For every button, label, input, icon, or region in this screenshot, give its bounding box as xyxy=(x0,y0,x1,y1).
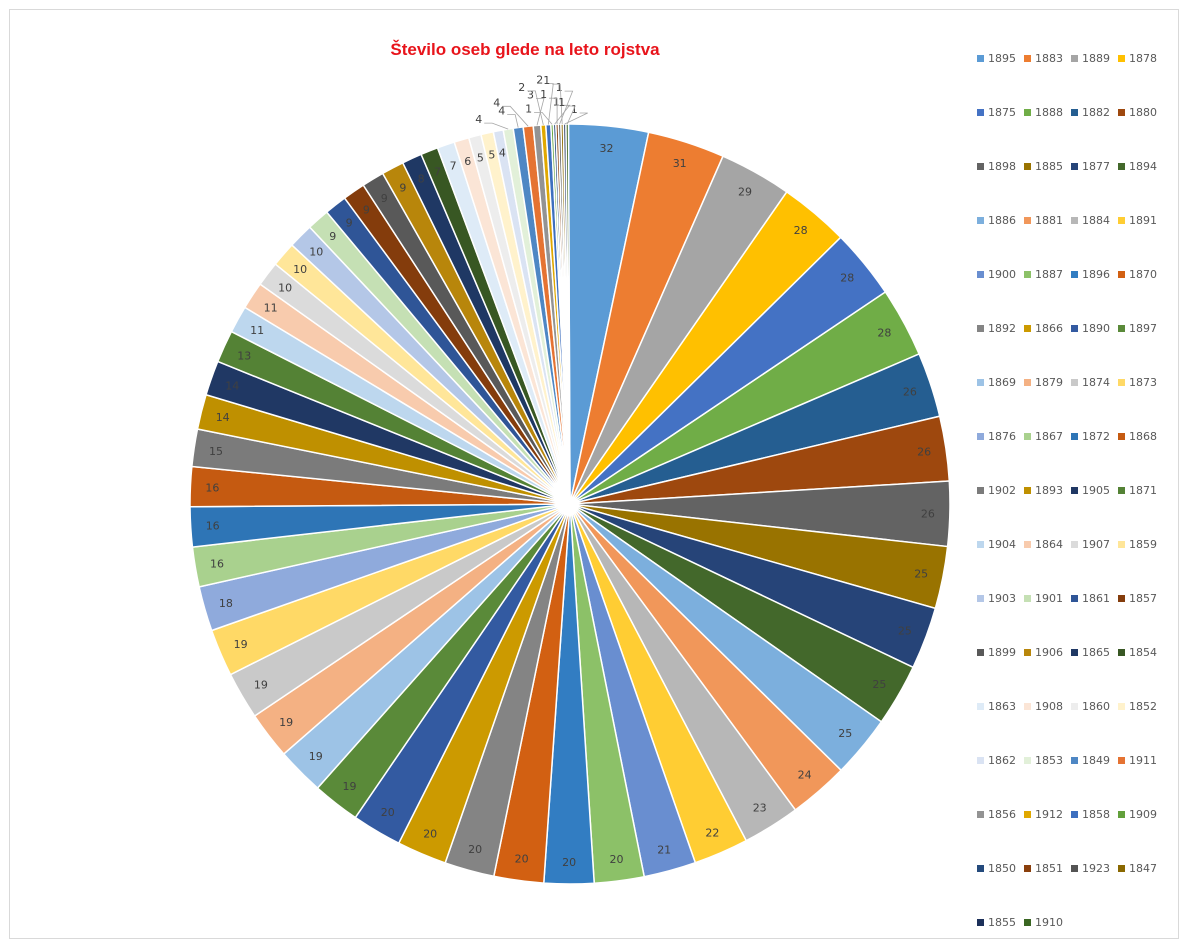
data-label-1875: 28 xyxy=(840,272,854,285)
data-label-1872: 16 xyxy=(206,520,220,533)
data-label-1908: 6 xyxy=(464,155,471,168)
data-label-1887: 20 xyxy=(610,853,624,866)
data-label-1857: 9 xyxy=(363,204,370,217)
data-label-1849: 4 xyxy=(498,105,505,118)
leader-line-1858 xyxy=(545,83,554,125)
data-label-1893: 14 xyxy=(216,411,230,424)
data-label-1882: 26 xyxy=(903,386,917,399)
data-label-1898: 26 xyxy=(921,507,935,520)
leader-line-1911 xyxy=(502,105,529,127)
data-label-1910: 1 xyxy=(558,96,565,109)
data-label-1856: 3 xyxy=(527,88,534,101)
data-label-1879: 19 xyxy=(279,716,293,729)
data-label-1863: 7 xyxy=(450,160,457,173)
data-label-1895: 32 xyxy=(600,142,614,155)
data-label-1881: 24 xyxy=(798,768,812,781)
data-label-1911: 4 xyxy=(493,96,500,109)
data-label-1880: 26 xyxy=(917,446,931,459)
data-label-1847: 1 xyxy=(543,74,550,87)
data-label-1897: 19 xyxy=(343,780,357,793)
data-label-1902: 15 xyxy=(209,445,223,458)
data-label-1900: 21 xyxy=(657,843,671,856)
data-label-1867: 16 xyxy=(210,557,224,570)
data-label-1909: 1 xyxy=(525,102,532,115)
data-label-1884: 23 xyxy=(753,802,767,815)
leader-line-1909 xyxy=(534,112,553,125)
data-label-1896: 20 xyxy=(562,856,576,869)
data-label-1851: 1 xyxy=(540,88,547,101)
data-label-1877: 25 xyxy=(898,625,912,638)
data-label-1859: 10 xyxy=(293,263,307,276)
chart-title: Število oseb glede na leto rojstva xyxy=(390,40,660,59)
data-label-1907: 10 xyxy=(278,281,292,294)
data-label-1876: 18 xyxy=(219,597,233,610)
data-label-1894: 25 xyxy=(872,678,886,691)
data-label-1861: 9 xyxy=(346,216,353,229)
data-label-1855: 1 xyxy=(571,103,578,116)
leader-line-1855 xyxy=(564,112,588,125)
data-label-1852: 5 xyxy=(488,149,495,162)
data-label-1923: 1 xyxy=(556,81,563,94)
data-label-1870: 20 xyxy=(515,853,529,866)
data-label-1869: 19 xyxy=(309,750,323,763)
data-label-1874: 19 xyxy=(254,679,268,692)
data-label-1890: 20 xyxy=(381,806,395,819)
data-label-1858: 2 xyxy=(536,74,543,87)
data-label-1878: 28 xyxy=(794,224,808,237)
data-label-1864: 11 xyxy=(264,302,278,315)
data-label-1871: 13 xyxy=(237,350,251,363)
data-label-1901: 9 xyxy=(329,230,336,243)
data-label-1873: 19 xyxy=(234,638,248,651)
data-label-1886: 25 xyxy=(838,727,852,740)
leader-line-1910 xyxy=(566,105,576,125)
data-label-1885: 25 xyxy=(914,568,928,581)
data-label-1853: 4 xyxy=(475,113,482,126)
data-label-1854: 7 xyxy=(434,165,441,178)
data-label-1865: 8 xyxy=(418,173,425,186)
leader-line-1856 xyxy=(536,98,545,126)
data-label-1899: 9 xyxy=(381,192,388,205)
data-label-1850: 1 xyxy=(553,95,560,108)
data-label-1904: 11 xyxy=(250,324,264,337)
leader-line-1847 xyxy=(552,83,563,125)
data-label-1903: 10 xyxy=(309,245,323,258)
data-label-1862: 4 xyxy=(499,146,506,159)
leader-line-1849 xyxy=(507,114,519,128)
data-label-1860: 5 xyxy=(477,151,484,164)
data-label-1889: 29 xyxy=(738,186,752,199)
data-label-1883: 31 xyxy=(673,157,687,170)
leader-line-1912 xyxy=(527,90,544,125)
leader-line-1851 xyxy=(549,97,558,125)
data-label-1905: 14 xyxy=(225,379,239,392)
leader-line-1853 xyxy=(484,122,509,130)
data-label-1906: 9 xyxy=(399,181,406,194)
data-label-1868: 16 xyxy=(205,482,219,495)
data-label-1891: 22 xyxy=(705,827,719,840)
data-label-1888: 28 xyxy=(877,327,891,340)
leader-line-1850 xyxy=(554,104,571,125)
leader-line-1923 xyxy=(559,90,574,125)
data-label-1892: 20 xyxy=(468,843,482,856)
data-label-1912: 2 xyxy=(518,81,525,94)
data-label-1866: 20 xyxy=(423,828,437,841)
